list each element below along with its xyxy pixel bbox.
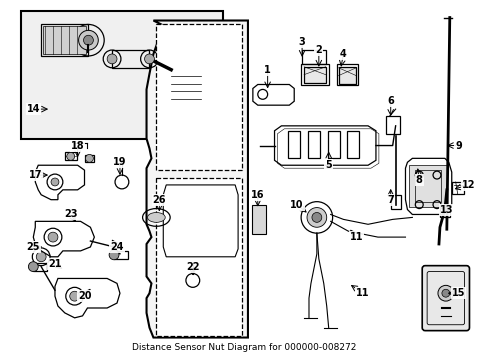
Text: 20: 20 [78, 291, 91, 301]
Text: 4: 4 [339, 49, 346, 59]
Bar [43, 26, 86, 54]
Bar [169, 64, 202, 111]
Circle shape [306, 208, 326, 227]
Bar [408, 165, 446, 207]
Polygon shape [156, 24, 242, 170]
Circle shape [311, 212, 321, 222]
Circle shape [36, 252, 46, 262]
Text: 3: 3 [298, 37, 305, 47]
Circle shape [51, 178, 59, 186]
Circle shape [48, 232, 58, 242]
Bar [41, 24, 88, 56]
Circle shape [144, 54, 154, 64]
Text: 8: 8 [415, 175, 422, 185]
Text: 24: 24 [110, 242, 123, 252]
Bar [21, 11, 223, 139]
Bar [112, 50, 149, 68]
Ellipse shape [147, 212, 165, 222]
Text: 16: 16 [250, 190, 264, 200]
Circle shape [85, 154, 93, 162]
Text: 9: 9 [454, 140, 461, 150]
Text: 13: 13 [439, 204, 453, 215]
Bar [114, 251, 127, 259]
Text: 10: 10 [290, 199, 304, 210]
Text: 21: 21 [48, 259, 61, 269]
Circle shape [70, 291, 80, 301]
Bar [327, 131, 339, 158]
Circle shape [109, 250, 119, 260]
Circle shape [441, 289, 449, 297]
Text: 12: 12 [461, 180, 474, 190]
Text: 26: 26 [152, 195, 166, 205]
Text: 2: 2 [315, 45, 322, 55]
Bar [302, 50, 325, 64]
Bar [65, 152, 77, 160]
Bar [251, 204, 265, 234]
Text: 25: 25 [26, 242, 40, 252]
Bar [451, 182, 463, 194]
Text: 19: 19 [113, 157, 126, 167]
Text: 7: 7 [386, 195, 393, 205]
Bar [414, 170, 440, 202]
Text: 17: 17 [28, 170, 42, 180]
Bar [84, 156, 94, 162]
Circle shape [28, 262, 38, 271]
Circle shape [107, 54, 117, 64]
Bar [346, 131, 359, 158]
Bar [307, 131, 319, 158]
Bar [338, 67, 356, 85]
Text: 1: 1 [264, 65, 270, 75]
Bar [385, 116, 399, 134]
Text: 23: 23 [64, 210, 77, 220]
Text: 11: 11 [349, 232, 362, 242]
Polygon shape [156, 178, 242, 336]
Text: 15: 15 [451, 288, 465, 298]
FancyBboxPatch shape [421, 266, 468, 330]
Text: Distance Sensor Nut Diagram for 000000-008272: Distance Sensor Nut Diagram for 000000-0… [132, 343, 356, 352]
Text: 18: 18 [71, 140, 84, 150]
Polygon shape [146, 21, 247, 338]
Circle shape [67, 152, 75, 160]
Bar [33, 263, 47, 271]
Text: 5: 5 [325, 160, 331, 170]
Circle shape [437, 285, 453, 301]
Bar [439, 208, 449, 217]
Text: 14: 14 [26, 104, 40, 114]
Circle shape [83, 35, 93, 45]
Bar [390, 195, 400, 208]
Text: 6: 6 [386, 96, 393, 106]
Bar [304, 67, 325, 82]
Circle shape [79, 30, 98, 50]
Bar [301, 64, 328, 85]
Bar [336, 64, 358, 85]
Bar [288, 131, 300, 158]
Text: 22: 22 [185, 262, 199, 272]
Text: 11: 11 [356, 288, 369, 298]
